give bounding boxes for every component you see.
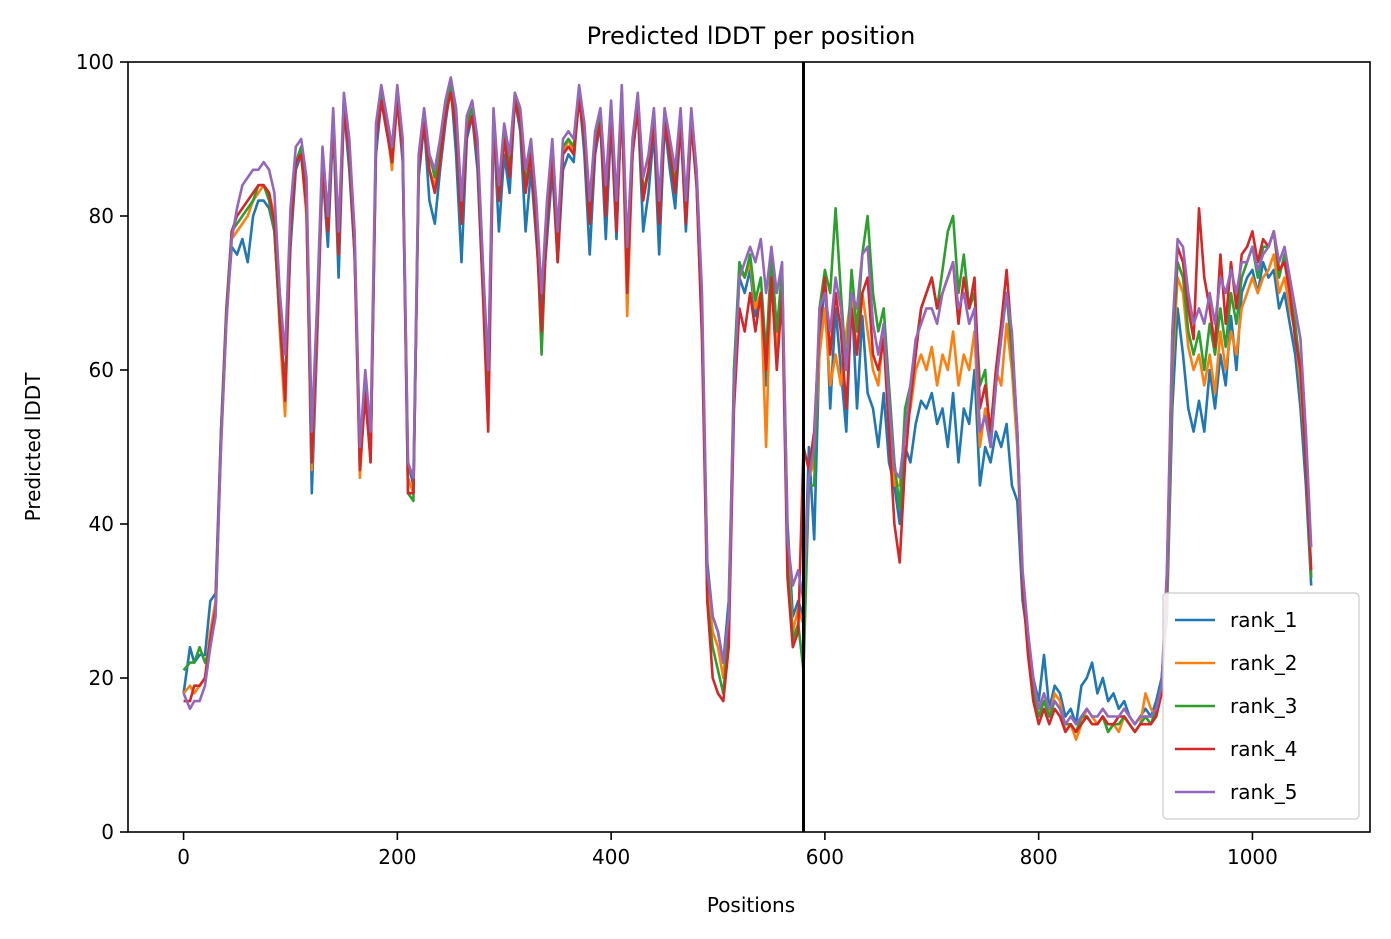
x-axis-label: Positions <box>707 893 795 917</box>
legend-box <box>1162 592 1360 820</box>
y-tick-label: 100 <box>76 50 114 74</box>
y-tick-label: 40 <box>89 512 114 536</box>
x-tick-label: 1000 <box>1227 845 1278 869</box>
legend: rank_1 rank_2 rank_3 rank_4 rank_5 <box>1162 592 1360 820</box>
x-tick-label: 600 <box>806 845 844 869</box>
x-tick-label: 400 <box>592 845 630 869</box>
y-tick-label: 0 <box>101 820 114 844</box>
legend-entries: rank_1 rank_2 rank_3 rank_4 rank_5 <box>1175 608 1297 804</box>
x-tick-label: 0 <box>177 845 190 869</box>
chart-title: Predicted lDDT per position <box>587 22 916 50</box>
plot-frame <box>127 61 1371 833</box>
legend-label-rank-3: rank_3 <box>1230 694 1297 718</box>
x-tick-label: 200 <box>378 845 416 869</box>
y-tick-label: 60 <box>89 358 114 382</box>
legend-label-rank-1: rank_1 <box>1230 608 1297 632</box>
y-axis-label: Predicted lDDT <box>21 372 45 522</box>
series-line-rank-5 <box>182 76 1313 726</box>
x-tick-label: 800 <box>1020 845 1058 869</box>
y-tick-label: 80 <box>89 204 114 228</box>
y-axis-ticks: 0 20 40 60 80 100 <box>76 50 128 844</box>
legend-label-rank-4: rank_4 <box>1230 737 1297 761</box>
series-layer <box>182 76 1313 741</box>
legend-label-rank-5: rank_5 <box>1230 780 1297 804</box>
x-axis-ticks: 0 200 400 600 800 1000 <box>177 832 1278 869</box>
y-tick-label: 20 <box>89 666 114 690</box>
legend-label-rank-2: rank_2 <box>1230 651 1297 675</box>
